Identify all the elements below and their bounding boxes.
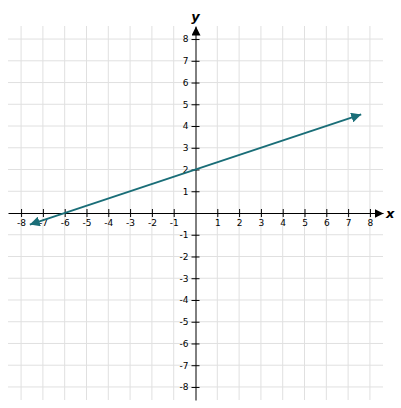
- tick: 4: [183, 121, 200, 131]
- tick-mark: [192, 365, 200, 366]
- tick-label: -4: [180, 295, 189, 305]
- tick-mark: [348, 209, 349, 217]
- x-axis-label: x: [385, 206, 395, 221]
- tick-mark: [130, 209, 131, 217]
- tick-mark: [370, 209, 371, 217]
- tick-label: 4: [183, 121, 189, 131]
- y-axis: -8-7-6-5-4-3-2-112345678: [180, 27, 200, 401]
- tick-mark: [217, 209, 218, 217]
- tick-label: 8: [368, 218, 374, 228]
- tick-mark: [192, 235, 200, 236]
- tick-mark: [192, 278, 200, 279]
- tick-mark: [108, 209, 109, 217]
- tick-mark: [192, 39, 200, 40]
- tick: 3: [183, 143, 200, 153]
- tick-label: 3: [259, 218, 265, 228]
- tick: -5: [82, 209, 91, 228]
- chart: -8-7-6-5-4-3-2-112345678-8-7-6-5-4-3-2-1…: [0, 0, 401, 408]
- tick-mark: [43, 209, 44, 217]
- tick-mark: [192, 387, 200, 388]
- tick: 5: [183, 100, 200, 110]
- tick-label: -6: [61, 218, 70, 228]
- tick-mark: [192, 256, 200, 257]
- tick-mark: [326, 209, 327, 217]
- tick: -1: [170, 209, 179, 228]
- tick-mark: [174, 209, 175, 217]
- plot-area: [30, 114, 361, 224]
- tick: -3: [126, 209, 135, 228]
- tick-label: 1: [183, 187, 189, 197]
- tick-mark: [192, 300, 200, 301]
- tick-label: 2: [237, 218, 243, 228]
- tick-label: 5: [183, 100, 189, 110]
- tick-mark: [192, 191, 200, 192]
- tick-label: -8: [180, 382, 189, 392]
- tick-label: -8: [17, 218, 26, 228]
- tick-label: 6: [324, 218, 330, 228]
- tick-label: -3: [180, 274, 189, 284]
- tick-mark: [152, 209, 153, 217]
- tick-label: -2: [180, 252, 189, 262]
- tick: -2: [148, 209, 157, 228]
- tick: -6: [180, 339, 200, 349]
- tick-label: -4: [104, 218, 113, 228]
- tick-label: -5: [180, 317, 189, 327]
- tick: -7: [180, 361, 200, 371]
- tick: -2: [180, 252, 200, 262]
- tick: 5: [302, 209, 308, 228]
- tick-mark: [283, 209, 284, 217]
- tick-label: -1: [180, 230, 189, 240]
- tick: -5: [180, 317, 200, 327]
- tick: -8: [180, 382, 200, 392]
- tick-label: -7: [180, 361, 189, 371]
- line: [30, 114, 361, 224]
- tick: 3: [259, 209, 265, 228]
- tick-label: 8: [183, 34, 189, 44]
- tick: -4: [104, 209, 113, 228]
- tick-mark: [192, 61, 200, 62]
- tick-label: 1: [215, 218, 221, 228]
- tick-mark: [305, 209, 306, 217]
- tick-mark: [239, 209, 240, 217]
- tick: 7: [183, 56, 200, 66]
- tick: 6: [324, 209, 330, 228]
- tick: 7: [346, 209, 352, 228]
- tick-label: 5: [302, 218, 308, 228]
- tick-mark: [192, 126, 200, 127]
- tick-mark: [21, 209, 22, 217]
- tick: 2: [237, 209, 243, 228]
- tick-label: -2: [148, 218, 157, 228]
- tick: -3: [180, 274, 200, 284]
- tick: 1: [183, 187, 200, 197]
- tick-mark: [86, 209, 87, 217]
- tick-mark: [261, 209, 262, 217]
- y-axis-label: y: [191, 9, 200, 24]
- tick-label: 6: [183, 78, 189, 88]
- tick: 4: [280, 209, 286, 228]
- tick-mark: [192, 83, 200, 84]
- tick-label: 3: [183, 143, 189, 153]
- tick-mark: [192, 148, 200, 149]
- tick: 1: [215, 209, 221, 228]
- tick-mark: [192, 104, 200, 105]
- tick: -1: [180, 230, 200, 240]
- tick-label: -1: [170, 218, 179, 228]
- grid: [8, 26, 383, 400]
- tick-mark: [192, 322, 200, 323]
- tick: -8: [17, 209, 26, 228]
- tick-label: -3: [126, 218, 135, 228]
- tick: -4: [180, 295, 200, 305]
- tick-mark: [192, 343, 200, 344]
- tick-label: -5: [82, 218, 91, 228]
- tick-label: 4: [280, 218, 286, 228]
- tick: 8: [183, 34, 200, 44]
- tick-label: -6: [180, 339, 189, 349]
- tick-label: 7: [183, 56, 189, 66]
- tick: 8: [368, 209, 374, 228]
- tick-label: 7: [346, 218, 352, 228]
- tick: 6: [183, 78, 200, 88]
